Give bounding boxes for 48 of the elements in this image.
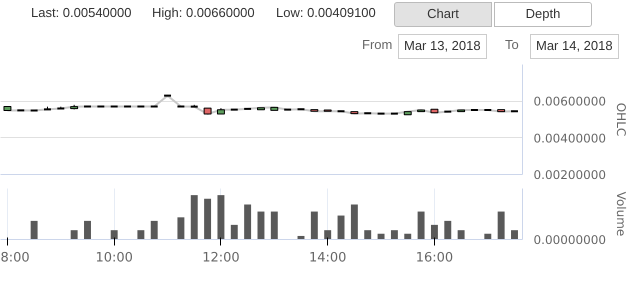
x-tick-label: 16:00 bbox=[416, 250, 454, 266]
bar bbox=[364, 230, 372, 240]
bar bbox=[137, 230, 144, 240]
bar bbox=[338, 216, 344, 240]
text: Chart bbox=[394, 2, 492, 27]
y-axis-title: OHLC bbox=[614, 102, 628, 136]
y-tick-label: 0.00200000 bbox=[534, 168, 606, 182]
bar bbox=[484, 234, 492, 240]
text: Last: 0.00540000 bbox=[31, 4, 132, 22]
x-tick-label: 8:00 bbox=[0, 250, 30, 266]
bar bbox=[257, 212, 264, 240]
bar bbox=[270, 212, 278, 240]
bar bbox=[204, 198, 212, 240]
bar bbox=[418, 212, 425, 240]
text: 0.00000000 bbox=[534, 233, 606, 247]
y-axis-title: Volume bbox=[614, 192, 628, 236]
bar bbox=[390, 230, 398, 240]
bar bbox=[110, 230, 118, 240]
x-tick-label: 12:00 bbox=[202, 250, 240, 266]
bar bbox=[84, 220, 91, 240]
bar bbox=[177, 217, 184, 240]
bar bbox=[444, 220, 452, 240]
bar bbox=[324, 230, 332, 240]
text: From bbox=[362, 36, 392, 54]
y-tick-label: 0.00400000 bbox=[534, 131, 606, 146]
bar bbox=[511, 230, 518, 240]
text: Mar 14, 2018 bbox=[530, 34, 619, 59]
text: To bbox=[505, 36, 519, 54]
bar bbox=[350, 204, 358, 240]
bar bbox=[30, 220, 38, 240]
text: Depth bbox=[494, 2, 592, 27]
x-tick-label: 10:00 bbox=[95, 250, 133, 266]
bar bbox=[230, 224, 238, 240]
bar bbox=[378, 234, 385, 240]
bar bbox=[190, 195, 198, 240]
bar bbox=[498, 212, 505, 240]
x-tick-label: 14:00 bbox=[308, 250, 346, 266]
y-tick-label: 0.00600000 bbox=[534, 94, 606, 109]
text: High: 0.00660000 bbox=[152, 4, 255, 22]
bar bbox=[150, 220, 158, 240]
bar bbox=[310, 212, 318, 240]
text: Mar 13, 2018 bbox=[398, 34, 487, 59]
text: Low: 0.00409100 bbox=[276, 4, 376, 22]
bar bbox=[70, 230, 78, 240]
bar bbox=[217, 195, 224, 240]
bar bbox=[244, 204, 252, 240]
bar bbox=[430, 224, 438, 240]
bar bbox=[458, 230, 465, 240]
